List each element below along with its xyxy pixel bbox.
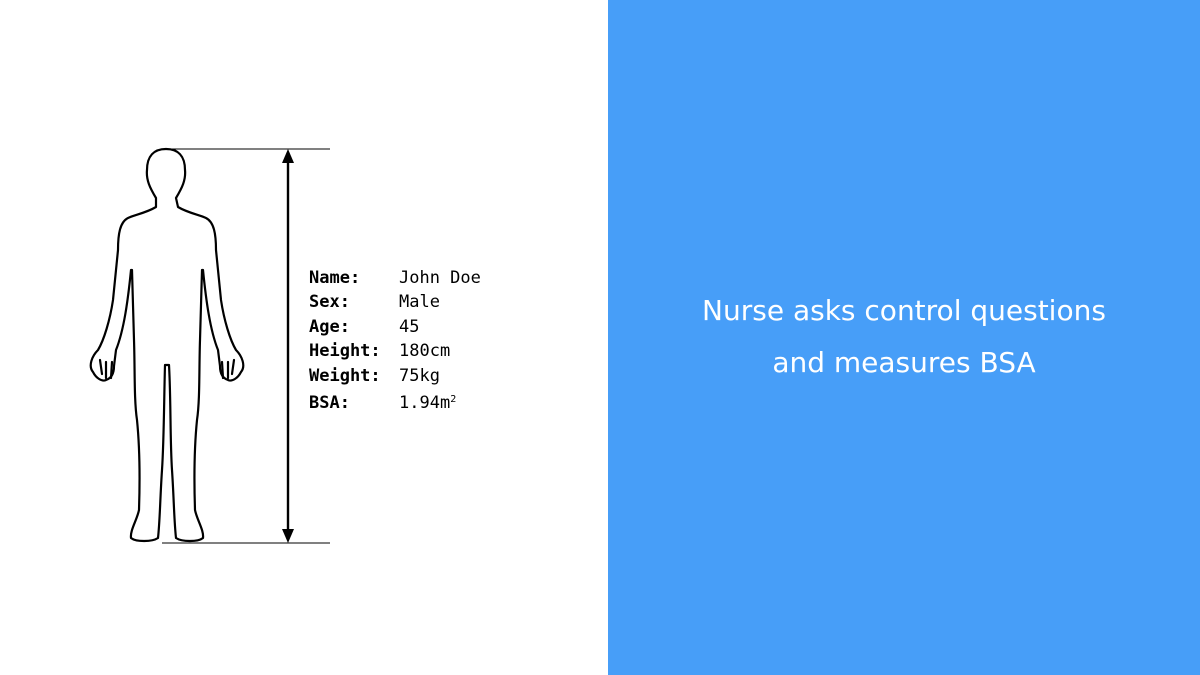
info-label: Name: (309, 268, 361, 288)
info-label: Sex: (309, 292, 350, 313)
info-row-sex: Sex: Male (309, 290, 481, 314)
info-value: 1.94m2 (399, 388, 456, 415)
info-value: John Doe (399, 268, 481, 288)
caption-line-2: and measures BSA (772, 345, 1036, 379)
info-value: 75kg (399, 365, 440, 386)
patient-panel: Name: John Doe Sex: Male Age: 45 Height: 180… (89, 147, 481, 544)
info-row-weight: Weight: 75kg (309, 364, 481, 388)
info-label: Height: (309, 341, 381, 362)
info-label: BSA: (309, 392, 350, 413)
caption-text: Nurse asks control questions and measure… (702, 285, 1106, 389)
bsa-value: 1.94m (399, 392, 451, 413)
height-double-arrow-icon (282, 149, 294, 543)
info-value: 45 (399, 316, 420, 337)
height-measure (162, 148, 330, 544)
info-value: 180cm (399, 341, 451, 362)
info-label: Age: (309, 316, 350, 337)
info-value: Male (399, 292, 440, 313)
caption-panel: Nurse asks control questions and measure… (608, 0, 1200, 675)
bsa-unit-superscript: 2 (450, 393, 457, 405)
body-diagram (89, 147, 330, 544)
human-body-outline-icon (89, 147, 245, 543)
info-row-height: Height: 180cm (309, 339, 481, 363)
info-row-bsa: BSA: 1.94m2 (309, 388, 481, 415)
info-row-age: Age: 45 (309, 315, 481, 339)
info-row-name: Name: John Doe (309, 266, 481, 290)
caption-line-1: Nurse asks control questions (702, 293, 1106, 327)
info-label: Weight: (309, 365, 381, 386)
patient-info: Name: John Doe Sex: Male Age: 45 Height: 180… (309, 266, 481, 415)
